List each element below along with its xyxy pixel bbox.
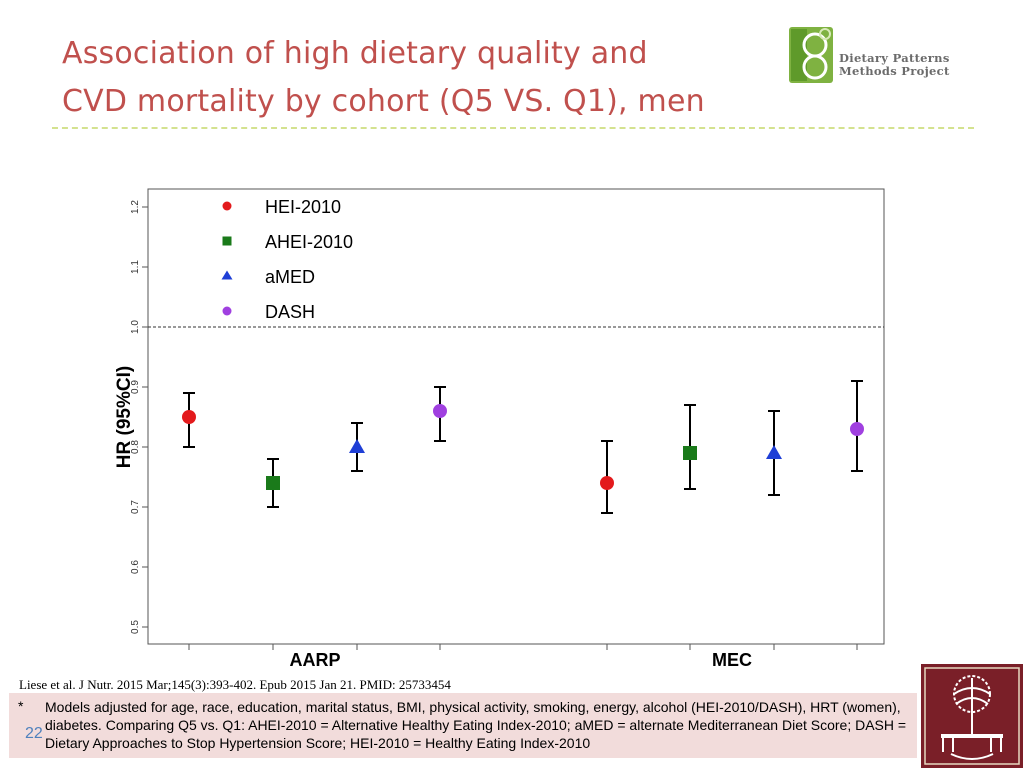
slide-title: Association of high dietary quality and … (62, 30, 705, 126)
data-point-marker (222, 201, 232, 211)
data-point-marker (222, 306, 232, 316)
y-axis-label: HR (95%CI) (114, 366, 135, 468)
data-point-marker (766, 445, 782, 459)
y-tick-label: 0.7 (130, 500, 141, 514)
group-label: MEC (712, 650, 752, 670)
legend-label: AHEI-2010 (265, 232, 353, 252)
legend-label: aMED (265, 267, 315, 287)
title-divider (52, 127, 974, 129)
data-point-marker (349, 439, 365, 453)
logo-text-line-1: Dietary Patterns (839, 51, 950, 65)
y-tick-label: 1.1 (130, 260, 141, 274)
hazard-ratio-chart: 0.5 0.6 0.7 0.8 0.9 1.0 1.1 1.2 HR (95%CI) AARP ME… (114, 188, 885, 670)
data-point-marker (182, 410, 196, 424)
slide-title-line-2: CVD mortality by cohort (Q5 VS. Q1), men (62, 84, 705, 119)
footnote-box: * 22 Models adjusted for age, race, educ… (9, 693, 917, 758)
data-point-marker (221, 270, 233, 280)
y-tick-label: 0.5 (130, 620, 141, 634)
slide-title-line-1: Association of high dietary quality and (62, 36, 648, 71)
legend-label: HEI-2010 (265, 197, 341, 217)
data-point-marker (266, 476, 280, 490)
data-point-marker (433, 404, 447, 418)
y-tick-label: 1.0 (130, 320, 141, 334)
group-label: AARP (289, 650, 340, 670)
data-point-marker (683, 446, 697, 460)
y-tick-label: 1.2 (130, 200, 141, 214)
university-seal-icon (921, 664, 1023, 768)
footnote-text: Models adjusted for age, race, education… (45, 699, 907, 751)
legend-label: DASH (265, 302, 315, 322)
citation: Liese et al. J Nutr. 2015 Mar;145(3):393… (19, 677, 451, 692)
logo-text: Dietary Patterns Methods Project (839, 52, 950, 78)
dietary-patterns-logo: Dietary Patterns Methods Project (787, 25, 967, 87)
y-tick-label: 0.8 (130, 440, 141, 454)
y-tick-label: 0.6 (130, 560, 141, 574)
data-point-marker (222, 236, 232, 246)
data-point-marker (600, 476, 614, 490)
logo-mark-icon (789, 27, 833, 83)
logo-text-line-2: Methods Project (839, 64, 950, 78)
data-point-marker (850, 422, 864, 436)
y-tick-label: 0.9 (130, 380, 141, 394)
page-number: 22 (25, 725, 43, 742)
footnote-marker: * (18, 698, 24, 714)
plot-frame (147, 188, 885, 645)
